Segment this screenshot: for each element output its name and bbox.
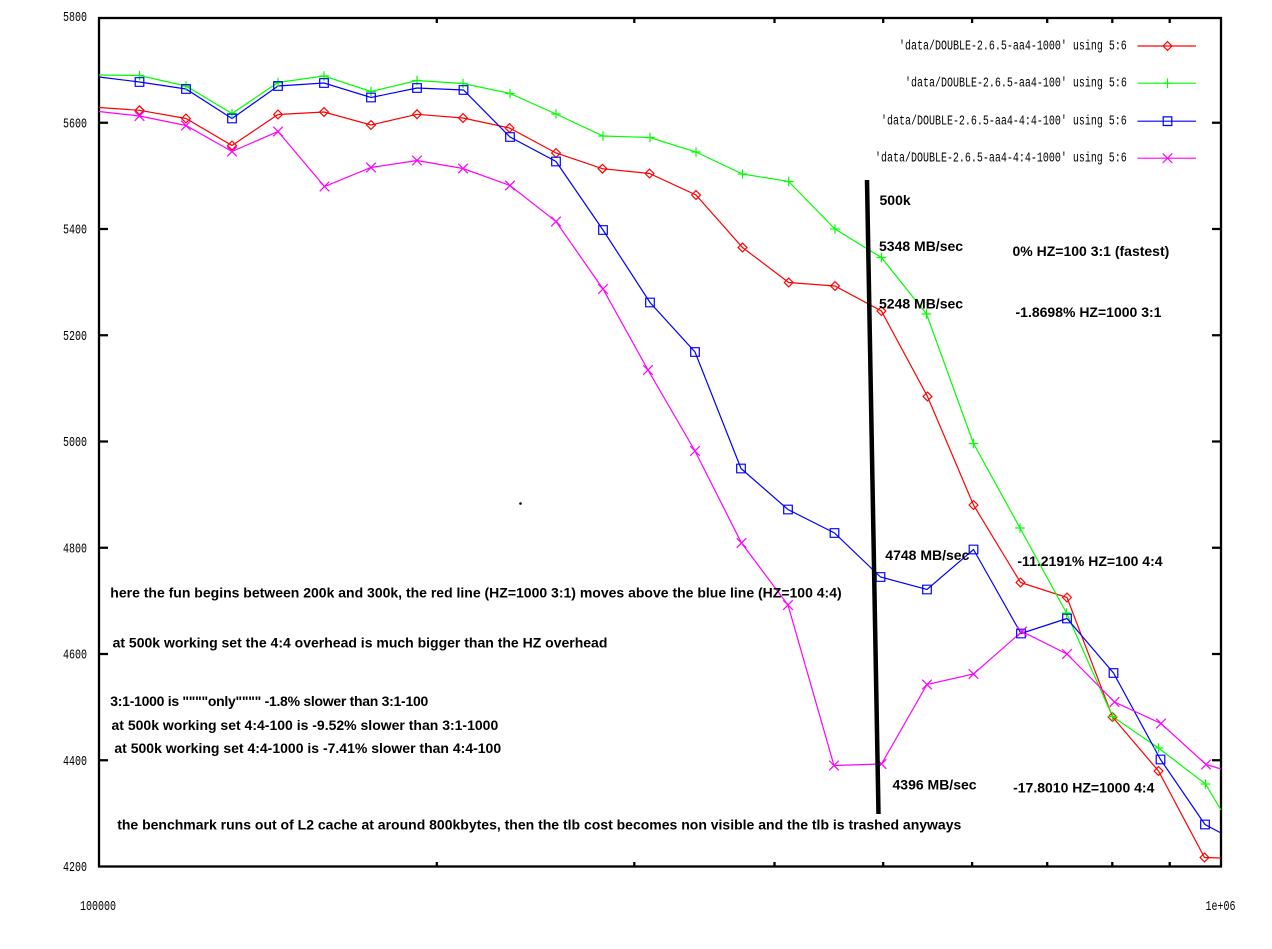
- svg-text:500k: 500k: [880, 192, 911, 208]
- svg-text:-1.8698% HZ=1000 3:1: -1.8698% HZ=1000 3:1: [1016, 304, 1162, 320]
- svg-text:'data/DOUBLE-2.6.5-aa4-4:4-100: 'data/DOUBLE-2.6.5-aa4-4:4-100' using 5:…: [881, 113, 1127, 129]
- svg-text:4400: 4400: [63, 753, 87, 769]
- svg-text:at 500k working set 4:4-100 is: at 500k working set 4:4-100 is -9.52% sl…: [112, 717, 499, 733]
- svg-text:5600: 5600: [63, 116, 87, 132]
- svg-text:-17.8010 HZ=1000 4:4: -17.8010 HZ=1000 4:4: [1013, 780, 1154, 796]
- svg-text:at 500k working set the 4:4 ov: at 500k working set the 4:4 overhead is …: [113, 635, 608, 651]
- svg-text:'data/DOUBLE-2.6.5-aa4-4:4-100: 'data/DOUBLE-2.6.5-aa4-4:4-1000' using 5…: [875, 150, 1127, 166]
- svg-text:5200: 5200: [63, 328, 87, 344]
- svg-text:at 500k working set 4:4-1000 i: at 500k working set 4:4-1000 is -7.41% s…: [114, 740, 501, 756]
- svg-text:-11.2191% HZ=100 4:4: -11.2191% HZ=100 4:4: [1017, 553, 1162, 569]
- svg-text:'data/DOUBLE-2.6.5-aa4-100' us: 'data/DOUBLE-2.6.5-aa4-100' using 5:6: [905, 75, 1127, 91]
- svg-text:4396 MB/sec: 4396 MB/sec: [893, 777, 977, 793]
- svg-text:the benchmark runs out of L2 c: the benchmark runs out of L2 cache at ar…: [117, 817, 961, 833]
- svg-text:'data/DOUBLE-2.6.5-aa4-1000' u: 'data/DOUBLE-2.6.5-aa4-1000' using 5:6: [899, 38, 1127, 54]
- svg-text:3:1-1000 is """"only"""" -1.8%: 3:1-1000 is """"only"""" -1.8% slower th…: [110, 693, 428, 709]
- svg-text:4600: 4600: [63, 647, 87, 663]
- svg-text:0% HZ=100 3:1 (fastest): 0% HZ=100 3:1 (fastest): [1013, 243, 1170, 259]
- svg-text:5000: 5000: [63, 434, 87, 450]
- svg-text:here the fun begins between 20: here the fun begins between 200k and 300…: [110, 585, 841, 601]
- svg-text:4800: 4800: [63, 541, 87, 557]
- svg-text:4748 MB/sec: 4748 MB/sec: [885, 547, 969, 563]
- svg-text:5400: 5400: [63, 222, 87, 238]
- svg-text:5348 MB/sec: 5348 MB/sec: [879, 238, 963, 254]
- svg-text:4200: 4200: [63, 859, 87, 875]
- svg-text:5248 MB/sec: 5248 MB/sec: [879, 296, 963, 312]
- svg-text:5800: 5800: [63, 9, 87, 25]
- svg-text:100000: 100000: [80, 898, 116, 914]
- svg-text:1e+06: 1e+06: [1206, 898, 1236, 914]
